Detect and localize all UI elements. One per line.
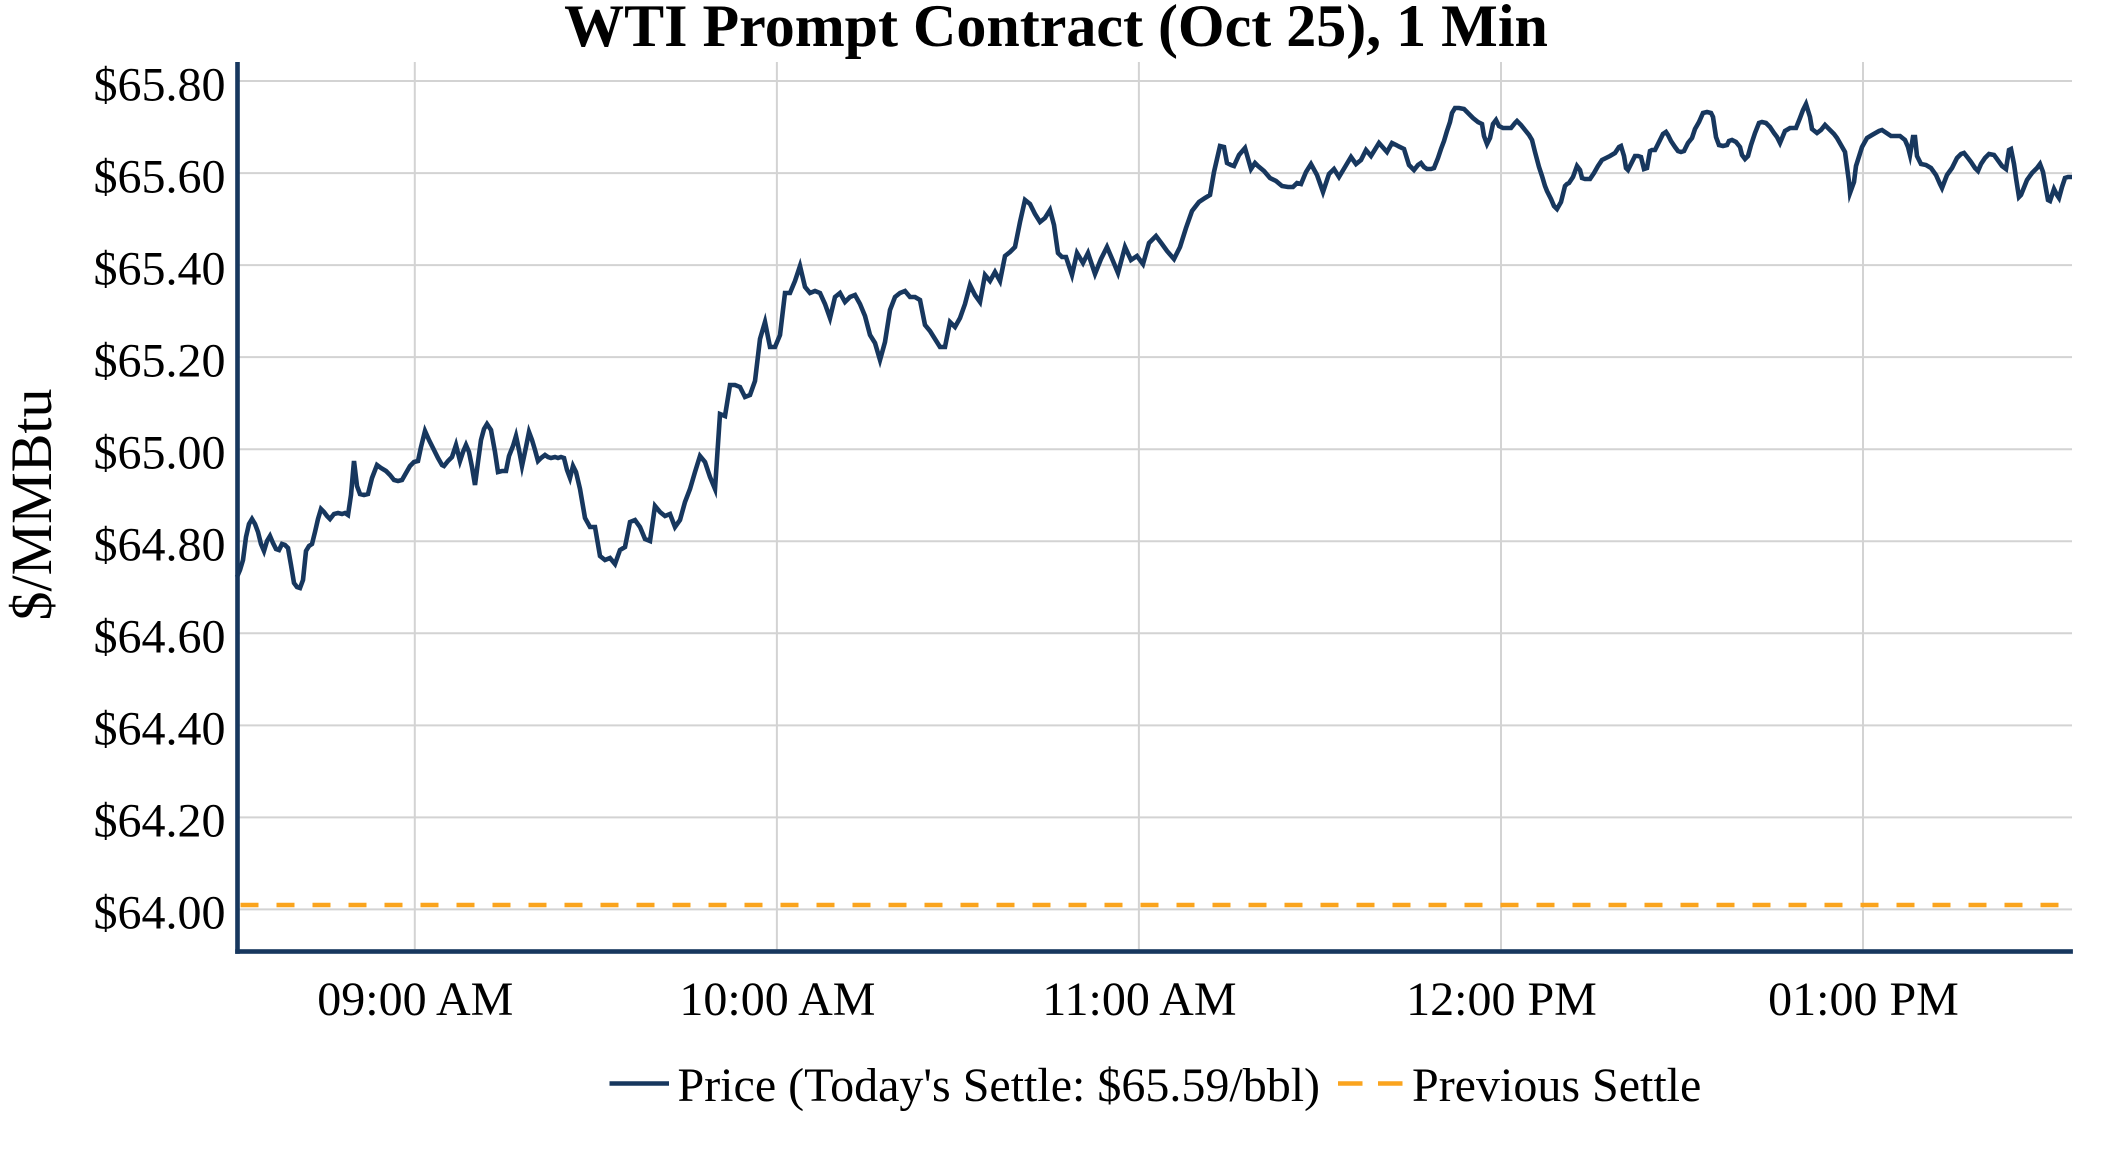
- svg-text:$64.60: $64.60: [94, 611, 226, 664]
- svg-text:12:00 PM: 12:00 PM: [1406, 973, 1597, 1026]
- svg-text:$64.20: $64.20: [94, 795, 226, 848]
- svg-text:10:00 AM: 10:00 AM: [679, 973, 875, 1026]
- svg-text:01:00 PM: 01:00 PM: [1768, 973, 1959, 1026]
- svg-text:$64.40: $64.40: [94, 703, 226, 756]
- svg-text:$64.80: $64.80: [94, 519, 226, 572]
- svg-text:Price (Today's Settle: $65.59/: Price (Today's Settle: $65.59/bbl): [678, 1059, 1321, 1112]
- svg-text:$64.00: $64.00: [94, 887, 226, 940]
- svg-text:09:00 AM: 09:00 AM: [317, 973, 513, 1026]
- svg-text:11:00 AM: 11:00 AM: [1042, 973, 1236, 1026]
- svg-text:$65.60: $65.60: [94, 150, 226, 203]
- svg-text:Previous Settle: Previous Settle: [1412, 1059, 1701, 1112]
- svg-text:$65.80: $65.80: [94, 58, 226, 111]
- svg-text:$65.40: $65.40: [94, 242, 226, 295]
- svg-text:$65.00: $65.00: [94, 427, 226, 480]
- svg-text:$65.20: $65.20: [94, 334, 226, 387]
- svg-text:$/MMBtu: $/MMBtu: [0, 388, 64, 620]
- svg-text:WTI Prompt Contract (Oct 25),: WTI Prompt Contract (Oct 25), 1 Min: [564, 0, 1548, 59]
